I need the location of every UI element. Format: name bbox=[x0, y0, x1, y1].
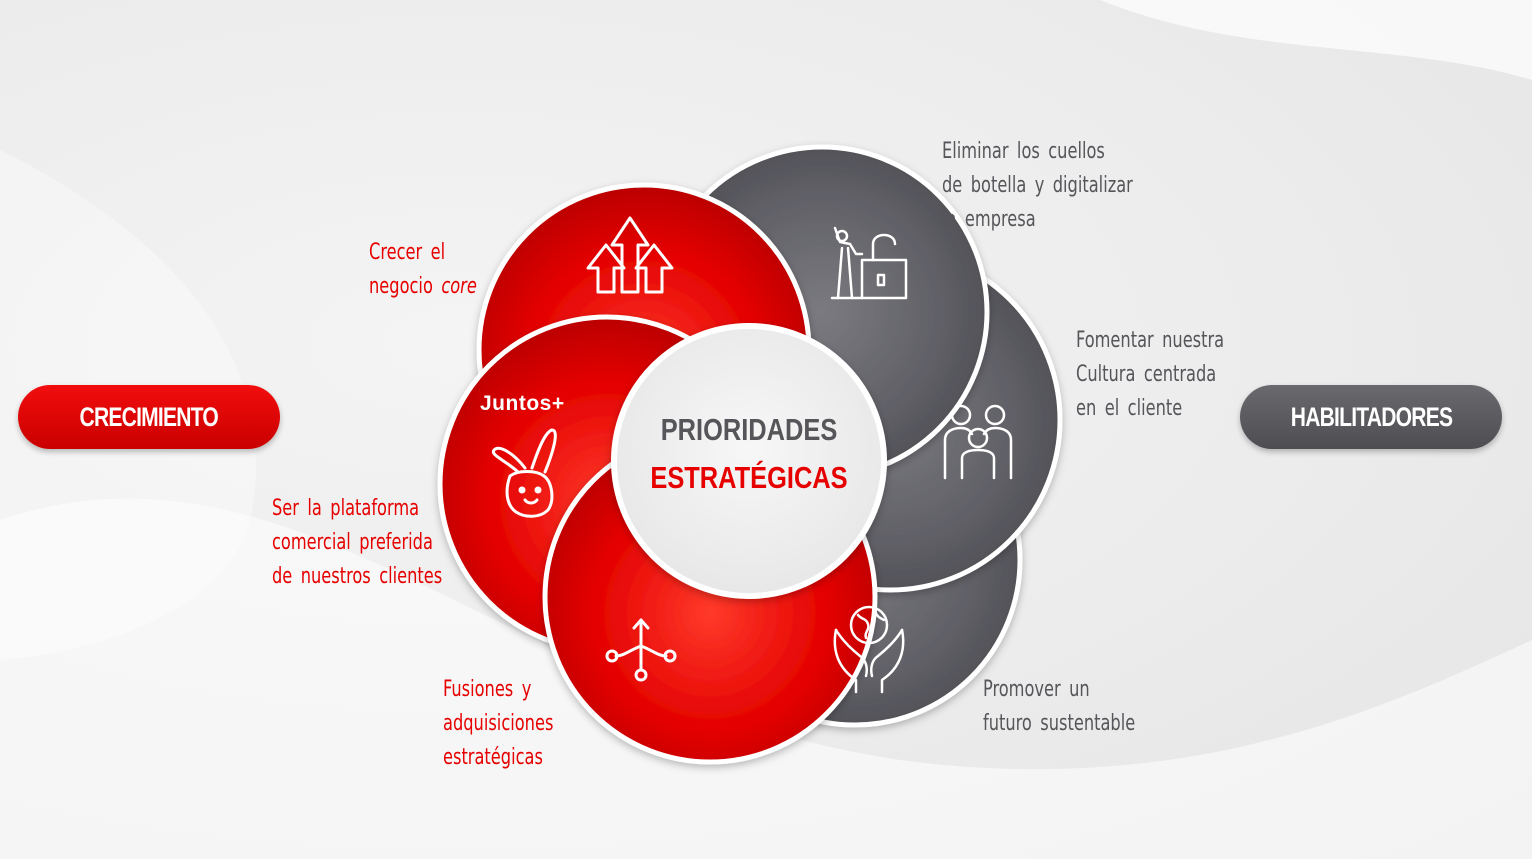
label-fusiones-line: Fusiones y bbox=[443, 677, 532, 702]
center-circle bbox=[611, 323, 887, 599]
habilitadores-pill: HABILITADORES bbox=[1240, 385, 1502, 449]
habilitadores-label: HABILITADORES bbox=[1290, 401, 1452, 432]
center-title-line1: PRIORIDADES bbox=[660, 412, 838, 447]
juntos-logo-text: Juntos+ bbox=[480, 392, 565, 415]
label-crecer-line: Crecer el bbox=[369, 240, 446, 265]
label-eliminar-line: de botella y digitalizar bbox=[942, 173, 1133, 198]
unlock-person-icon bbox=[830, 226, 908, 300]
center-title-line2: ESTRATÉGICAS bbox=[650, 460, 848, 495]
people-icon bbox=[943, 404, 1013, 480]
label-fomentar-line: Fomentar nuestra bbox=[1076, 328, 1225, 353]
label-plataforma-line: comercial preferida bbox=[272, 530, 433, 555]
label-promover: Promover un futuro sustentable bbox=[983, 673, 1135, 741]
label-plataforma: Ser la plataforma comercial preferida de… bbox=[272, 492, 442, 594]
label-fomentar: Fomentar nuestra Cultura centrada en el … bbox=[1076, 324, 1224, 426]
label-fusiones-line: estratégicas bbox=[443, 745, 543, 770]
label-promover-line: futuro sustentable bbox=[983, 711, 1136, 736]
label-plataforma-line: de nuestros clientes bbox=[272, 564, 443, 589]
label-fomentar-line: en el cliente bbox=[1076, 396, 1183, 421]
branch-icon bbox=[605, 618, 677, 682]
label-crecer: Crecer el negocio core bbox=[369, 236, 477, 304]
label-fomentar-line: Cultura centrada bbox=[1076, 362, 1217, 387]
label-fusiones-line: adquisiciones bbox=[443, 711, 554, 736]
globe-hands-icon bbox=[833, 605, 905, 694]
crecimiento-pill: CRECIMIENTO bbox=[18, 385, 280, 449]
label-eliminar-line: Eliminar los cuellos bbox=[942, 139, 1105, 164]
label-crecer-word: negocio bbox=[369, 274, 433, 299]
arrows-up-icon bbox=[586, 216, 674, 294]
label-eliminar-line: la empresa bbox=[942, 207, 1036, 232]
crecimiento-label: CRECIMIENTO bbox=[79, 401, 219, 432]
center-title: PRIORIDADES ESTRATÉGICAS bbox=[612, 332, 886, 590]
label-crecer-emphasis: core bbox=[441, 274, 477, 299]
label-eliminar: Eliminar los cuellos de botella y digita… bbox=[942, 135, 1133, 237]
label-plataforma-line: Ser la plataforma bbox=[272, 496, 420, 521]
label-fusiones: Fusiones y adquisiciones estratégicas bbox=[443, 673, 553, 775]
label-promover-line: Promover un bbox=[983, 677, 1090, 702]
rabbit-icon bbox=[491, 428, 557, 518]
label-crecer-line: negocio core bbox=[369, 270, 477, 304]
